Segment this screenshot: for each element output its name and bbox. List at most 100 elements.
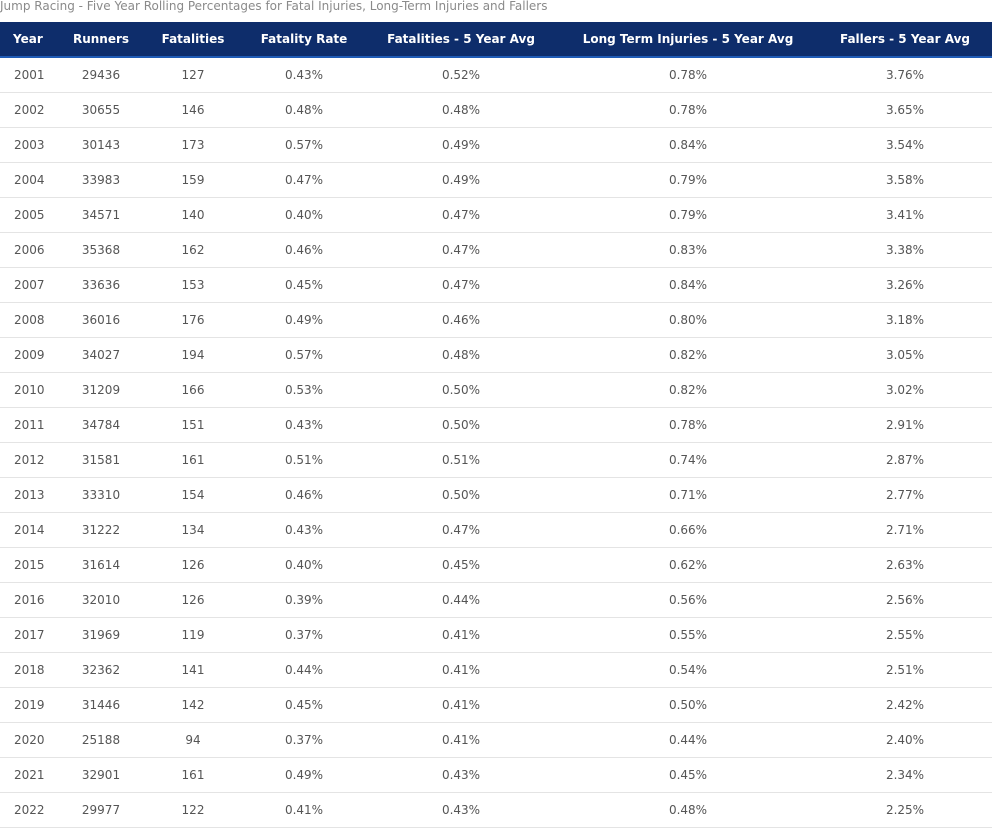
cell-fatality-rate: 0.37% <box>244 722 364 758</box>
cell-long-term-injuries-5yr-avg: 0.45% <box>558 757 818 793</box>
cell-runners: 29436 <box>60 57 142 93</box>
cell-year: 2020 <box>0 722 60 758</box>
table-row: 2013 33310 154 0.46% 0.50% 0.71% 2.77% <box>0 477 992 513</box>
cell-fatalities-5yr-avg: 0.41% <box>364 652 558 688</box>
cell-fallers-5yr-avg: 2.87% <box>818 442 992 478</box>
cell-long-term-injuries-5yr-avg: 0.84% <box>558 267 818 303</box>
cell-long-term-injuries-5yr-avg: 0.83% <box>558 232 818 268</box>
header-runners: Runners <box>60 22 142 58</box>
cell-fallers-5yr-avg: 2.63% <box>818 547 992 583</box>
table-row: 2022 29977 122 0.41% 0.43% 0.48% 2.25% <box>0 792 992 828</box>
cell-fallers-5yr-avg: 3.54% <box>818 127 992 163</box>
cell-long-term-injuries-5yr-avg: 0.84% <box>558 127 818 163</box>
cell-fatalities: 162 <box>142 232 244 268</box>
cell-fatalities-5yr-avg: 0.52% <box>364 57 558 93</box>
injury-statistics-table: Year Runners Fatalities Fatality Rate Fa… <box>0 22 992 828</box>
cell-fatalities: 173 <box>142 127 244 163</box>
table-row: 2015 31614 126 0.40% 0.45% 0.62% 2.63% <box>0 547 992 583</box>
cell-fallers-5yr-avg: 3.76% <box>818 57 992 93</box>
cell-long-term-injuries-5yr-avg: 0.78% <box>558 407 818 443</box>
header-long-term-injuries-5yr-avg: Long Term Injuries - 5 Year Avg <box>558 22 818 58</box>
cell-year: 2012 <box>0 442 60 478</box>
table-row: 2002 30655 146 0.48% 0.48% 0.78% 3.65% <box>0 92 992 128</box>
cell-fatality-rate: 0.40% <box>244 547 364 583</box>
cell-fatality-rate: 0.43% <box>244 57 364 93</box>
cell-runners: 31969 <box>60 617 142 653</box>
cell-runners: 34027 <box>60 337 142 373</box>
cell-fallers-5yr-avg: 2.25% <box>818 792 992 828</box>
cell-year: 2013 <box>0 477 60 513</box>
table-row: 2010 31209 166 0.53% 0.50% 0.82% 3.02% <box>0 372 992 408</box>
cell-fatality-rate: 0.46% <box>244 477 364 513</box>
cell-fallers-5yr-avg: 2.34% <box>818 757 992 793</box>
cell-fallers-5yr-avg: 2.71% <box>818 512 992 548</box>
cell-fatalities-5yr-avg: 0.41% <box>364 722 558 758</box>
cell-fallers-5yr-avg: 2.51% <box>818 652 992 688</box>
cell-runners: 33636 <box>60 267 142 303</box>
table-row: 2017 31969 119 0.37% 0.41% 0.55% 2.55% <box>0 617 992 653</box>
cell-fatalities: 127 <box>142 57 244 93</box>
cell-fatalities: 122 <box>142 792 244 828</box>
table-row: 2012 31581 161 0.51% 0.51% 0.74% 2.87% <box>0 442 992 478</box>
cell-fatalities: 166 <box>142 372 244 408</box>
cell-fatality-rate: 0.49% <box>244 302 364 338</box>
table-row: 2011 34784 151 0.43% 0.50% 0.78% 2.91% <box>0 407 992 443</box>
cell-fatality-rate: 0.43% <box>244 512 364 548</box>
cell-long-term-injuries-5yr-avg: 0.66% <box>558 512 818 548</box>
cell-fallers-5yr-avg: 3.02% <box>818 372 992 408</box>
cell-fatalities: 140 <box>142 197 244 233</box>
cell-long-term-injuries-5yr-avg: 0.54% <box>558 652 818 688</box>
cell-fatality-rate: 0.44% <box>244 652 364 688</box>
cell-runners: 34571 <box>60 197 142 233</box>
cell-fallers-5yr-avg: 3.05% <box>818 337 992 373</box>
cell-runners: 31209 <box>60 372 142 408</box>
cell-fatality-rate: 0.39% <box>244 582 364 618</box>
cell-long-term-injuries-5yr-avg: 0.74% <box>558 442 818 478</box>
cell-year: 2007 <box>0 267 60 303</box>
cell-fatality-rate: 0.45% <box>244 267 364 303</box>
cell-runners: 32901 <box>60 757 142 793</box>
cell-fatalities-5yr-avg: 0.47% <box>364 512 558 548</box>
cell-fatalities-5yr-avg: 0.47% <box>364 232 558 268</box>
table-row: 2004 33983 159 0.47% 0.49% 0.79% 3.58% <box>0 162 992 198</box>
cell-runners: 36016 <box>60 302 142 338</box>
cell-fatalities-5yr-avg: 0.49% <box>364 127 558 163</box>
table-row: 2009 34027 194 0.57% 0.48% 0.82% 3.05% <box>0 337 992 373</box>
cell-fatalities: 159 <box>142 162 244 198</box>
table-row: 2014 31222 134 0.43% 0.47% 0.66% 2.71% <box>0 512 992 548</box>
cell-long-term-injuries-5yr-avg: 0.62% <box>558 547 818 583</box>
cell-fatalities: 141 <box>142 652 244 688</box>
table-row: 2016 32010 126 0.39% 0.44% 0.56% 2.56% <box>0 582 992 618</box>
cell-year: 2004 <box>0 162 60 198</box>
header-fatality-rate: Fatality Rate <box>244 22 364 58</box>
cell-year: 2011 <box>0 407 60 443</box>
cell-fatality-rate: 0.41% <box>244 792 364 828</box>
cell-year: 2010 <box>0 372 60 408</box>
cell-runners: 34784 <box>60 407 142 443</box>
cell-runners: 31222 <box>60 512 142 548</box>
cell-fallers-5yr-avg: 3.18% <box>818 302 992 338</box>
cell-fallers-5yr-avg: 3.38% <box>818 232 992 268</box>
cell-year: 2002 <box>0 92 60 128</box>
cell-fatalities: 126 <box>142 582 244 618</box>
cell-fatalities-5yr-avg: 0.49% <box>364 162 558 198</box>
cell-fallers-5yr-avg: 2.42% <box>818 687 992 723</box>
cell-fatality-rate: 0.47% <box>244 162 364 198</box>
cell-runners: 30143 <box>60 127 142 163</box>
cell-long-term-injuries-5yr-avg: 0.82% <box>558 337 818 373</box>
cell-fatalities-5yr-avg: 0.50% <box>364 477 558 513</box>
cell-fatalities-5yr-avg: 0.46% <box>364 302 558 338</box>
table-row: 2003 30143 173 0.57% 0.49% 0.84% 3.54% <box>0 127 992 163</box>
table-row: 2018 32362 141 0.44% 0.41% 0.54% 2.51% <box>0 652 992 688</box>
cell-long-term-injuries-5yr-avg: 0.55% <box>558 617 818 653</box>
cell-fatalities-5yr-avg: 0.51% <box>364 442 558 478</box>
cell-year: 2017 <box>0 617 60 653</box>
cell-fatality-rate: 0.43% <box>244 407 364 443</box>
table-body: 2001 29436 127 0.43% 0.52% 0.78% 3.76% 2002 3065… <box>0 57 992 828</box>
cell-fatalities: 94 <box>142 722 244 758</box>
cell-long-term-injuries-5yr-avg: 0.50% <box>558 687 818 723</box>
cell-fatalities: 161 <box>142 442 244 478</box>
cell-year: 2003 <box>0 127 60 163</box>
cell-fallers-5yr-avg: 2.55% <box>818 617 992 653</box>
cell-fallers-5yr-avg: 2.40% <box>818 722 992 758</box>
